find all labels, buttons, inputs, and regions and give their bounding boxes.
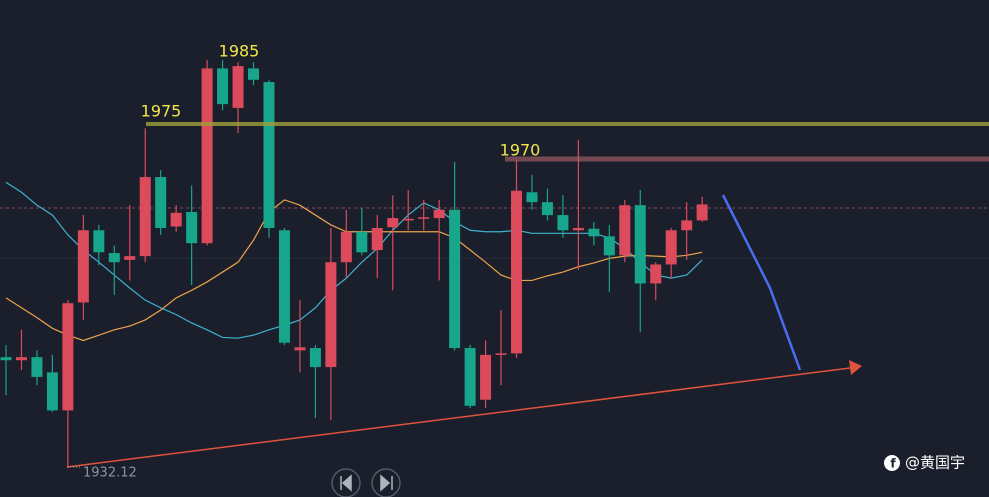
candle-body (557, 215, 569, 231)
candle-body (371, 227, 383, 251)
moving-average (5, 181, 703, 339)
candle-body (402, 218, 414, 221)
button-icon[interactable] (380, 474, 393, 492)
candle-body (634, 205, 646, 284)
candle-body (603, 236, 615, 256)
trend-arrow (66, 367, 851, 468)
candle-body (201, 68, 213, 244)
candle-body (572, 227, 584, 231)
candle-body (309, 348, 321, 368)
candle-body (124, 256, 136, 260)
annotation: 1932.12 (83, 466, 137, 481)
candle-body (232, 66, 244, 108)
candle-body (356, 231, 368, 253)
candle-body (217, 68, 229, 105)
button-icon[interactable] (340, 474, 352, 492)
candle-body (526, 192, 538, 203)
arrow-head (849, 360, 862, 375)
candle-body (433, 209, 445, 219)
candle-body (278, 230, 290, 343)
candle-body (619, 205, 631, 256)
candle-body (418, 217, 430, 219)
candle-body (541, 202, 553, 216)
candle-body (77, 230, 89, 303)
candle-body (495, 353, 507, 355)
candle-body (464, 348, 476, 406)
candle-body (294, 347, 306, 351)
candle-body (62, 303, 74, 411)
plot (0, 60, 708, 469)
candle-body (46, 372, 58, 411)
candle-body (263, 82, 275, 228)
facebook-letter: f (890, 457, 896, 471)
annotation: 1985 (219, 42, 260, 61)
candle-body (681, 220, 693, 231)
candle-body (449, 209, 461, 349)
facebook-icon (884, 455, 900, 471)
candle-body (340, 231, 352, 263)
candle-body (650, 264, 662, 284)
candle-body (0, 357, 12, 361)
next-button[interactable] (371, 468, 401, 497)
candle-body (15, 357, 27, 361)
candle-body (480, 354, 492, 400)
candle-body (387, 218, 399, 228)
candle-body (170, 212, 182, 227)
candle-body (588, 228, 600, 237)
candle-body (511, 190, 523, 354)
candle-body (108, 253, 120, 263)
annotation: 1970 (500, 141, 541, 160)
candle-body (325, 262, 337, 368)
candle-body (155, 177, 167, 228)
candle-body (248, 68, 260, 80)
prev-button[interactable] (331, 468, 361, 497)
candle-body (696, 204, 708, 221)
candle-body (665, 230, 677, 265)
candle-body (93, 230, 105, 253)
annotation: 1975 (141, 102, 182, 121)
moving-average (5, 199, 703, 342)
watermark: @黄国宇 (905, 454, 965, 472)
candle-body (31, 357, 43, 377)
candle-body (139, 177, 151, 257)
candle-body (186, 212, 198, 244)
trend-sketch (721, 194, 802, 371)
